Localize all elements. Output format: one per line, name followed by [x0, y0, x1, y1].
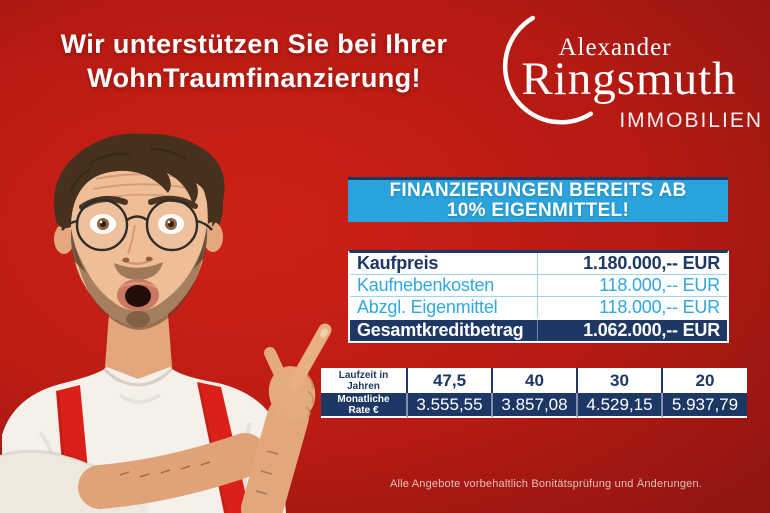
company-logo: Alexander Ringsmuth IMMOBILIEN — [490, 8, 768, 138]
term-cell: 47,5 — [408, 368, 493, 393]
finance-row-gesamtkreditbetrag: Gesamtkreditbetrag 1.062.000,-- EUR — [350, 318, 727, 341]
logo-tagline: IMMOBILIEN — [619, 109, 763, 132]
rate-header-line2: Rate € — [348, 405, 379, 416]
logo-last-name: Ringsmuth — [521, 53, 737, 105]
rate-header-line1: Monatliche — [337, 394, 390, 405]
rate-table-term-header: Laufzeit in Jahren — [321, 368, 408, 393]
finance-row-value: 118.000,-- EUR — [599, 297, 720, 317]
term-header-line1: Laufzeit in — [338, 370, 389, 381]
finance-row-label: Kaufnebenkosten — [350, 275, 538, 296]
rate-table-rate-header: Monatliche Rate € — [321, 393, 408, 418]
term-cell: 20 — [663, 368, 747, 393]
finance-row-label: Gesamtkreditbetrag — [350, 320, 538, 341]
offer-banner-line1: FINANZIERUNGEN BEREITS AB — [389, 180, 687, 201]
offer-banner-line2: 10% EIGENMITTEL! — [446, 200, 630, 221]
finance-table: Kaufpreis 1.180.000,-- EUR Kaufnebenkost… — [348, 250, 729, 343]
finance-row-kaufpreis: Kaufpreis 1.180.000,-- EUR — [350, 253, 727, 274]
finance-row-value: 1.062.000,-- EUR — [583, 320, 720, 340]
logo-first-name: Alexander — [558, 34, 672, 61]
offer-banner: FINANZIERUNGEN BEREITS AB 10% EIGENMITTE… — [348, 177, 728, 222]
headline-line2: WohnTraumfinanzierung! — [87, 63, 421, 93]
finance-row-label: Abzgl. Eigenmittel — [350, 297, 538, 318]
finance-row-eigenmittel: Abzgl. Eigenmittel 118.000,-- EUR — [350, 296, 727, 318]
headline-line1: Wir unterstützen Sie bei Ihrer — [60, 29, 448, 59]
rate-table: Laufzeit in Jahren 47,5 40 30 20 Monatli… — [321, 368, 747, 418]
rate-cell: 3.857,08 — [493, 393, 578, 418]
finance-row-kaufnebenkosten: Kaufnebenkosten 118.000,-- EUR — [350, 274, 727, 296]
rate-cell: 5.937,79 — [663, 393, 747, 418]
disclaimer: Alle Angebote vorbehaltlich Bonitätsprüf… — [389, 478, 703, 490]
headline: Wir unterstützen Sie bei Ihrer WohnTraum… — [18, 27, 490, 95]
term-cell: 30 — [578, 368, 663, 393]
rate-cell: 3.555,55 — [408, 393, 493, 418]
term-cell: 40 — [493, 368, 578, 393]
finance-row-value: 1.180.000,-- EUR — [583, 253, 720, 273]
rate-cell: 4.529,15 — [578, 393, 663, 418]
surprised-man-illustration — [0, 133, 332, 513]
finance-row-label: Kaufpreis — [350, 253, 538, 274]
logo-arc-icon — [502, 15, 594, 125]
term-header-line2: Jahren — [347, 381, 380, 392]
finance-row-value: 118.000,-- EUR — [599, 275, 720, 295]
